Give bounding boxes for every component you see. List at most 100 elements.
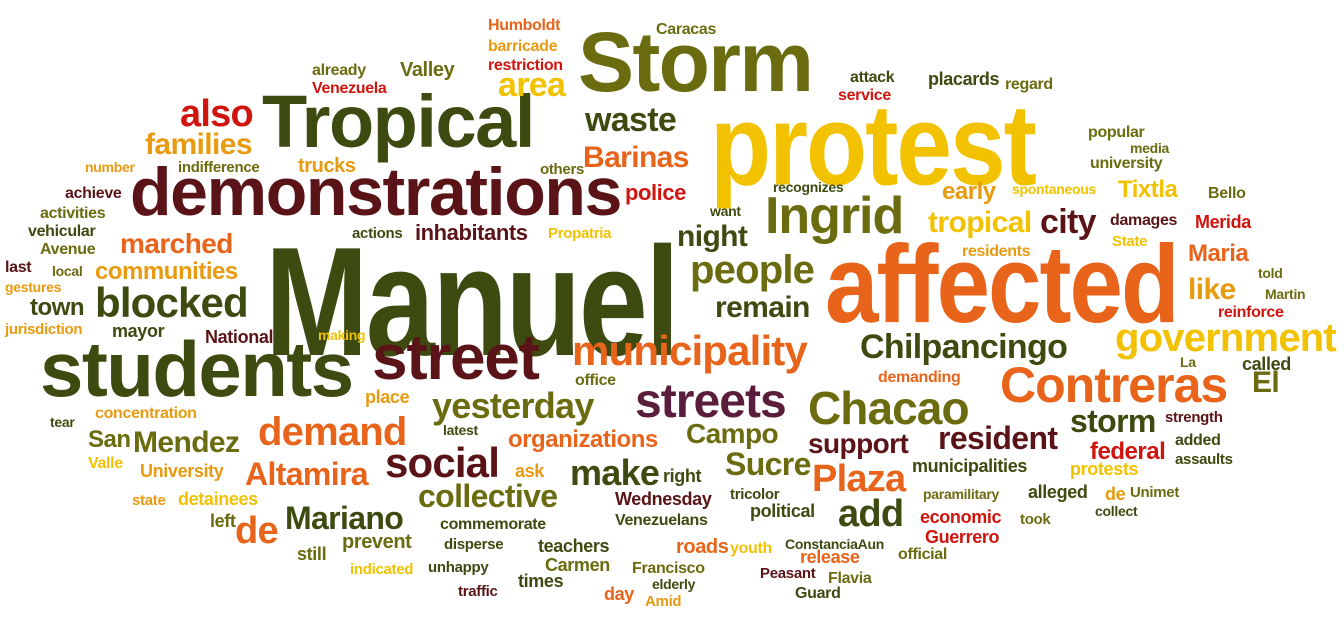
word-prevent: prevent: [342, 531, 412, 553]
word-state: State: [1112, 233, 1148, 250]
word-demanding: demanding: [878, 369, 961, 386]
word-area: area: [498, 66, 566, 104]
word-barricade: barricade: [488, 38, 558, 55]
word-manuel: Manuel: [265, 216, 680, 389]
word-also: also: [180, 93, 254, 135]
word-spontaneous: spontaneous: [1012, 181, 1097, 197]
word-san: San: [88, 426, 131, 453]
word-national: National: [205, 327, 274, 347]
word-economic: economic: [920, 507, 1002, 527]
word-support: support: [808, 428, 909, 459]
word-streets: streets: [635, 375, 787, 428]
word-storm-lower: storm: [1070, 403, 1156, 439]
word-others: others: [540, 161, 585, 178]
word-maria: Maria: [1188, 240, 1249, 267]
word-avenue: Avenue: [40, 241, 96, 258]
word-residents: residents: [962, 243, 1031, 260]
word-communities: communities: [95, 258, 238, 285]
word-office: office: [575, 372, 616, 389]
word-peasant: Peasant: [760, 565, 816, 582]
word-commemorate: commemorate: [440, 516, 546, 533]
word-regard: regard: [1005, 76, 1053, 93]
word-told: told: [1258, 265, 1283, 281]
word-amid: Amid: [645, 593, 682, 610]
word-storm: Storm: [578, 15, 814, 109]
word-students: students: [40, 325, 354, 413]
word-chilpancingo: Chilpancingo: [860, 328, 1068, 366]
word-reinforce: reinforce: [1218, 304, 1284, 321]
word-de-small: de: [1105, 484, 1126, 504]
word-municipality: municipality: [572, 327, 808, 374]
word-venezuela: Venezuela: [312, 80, 387, 97]
word-affected: affected: [825, 223, 1180, 347]
word-remain: remain: [715, 291, 810, 324]
word-want: want: [710, 203, 741, 219]
word-indifference: indifference: [178, 159, 260, 176]
word-disperse: disperse: [444, 536, 504, 553]
word-contreras: Contreras: [1000, 357, 1228, 413]
word-ingrid: Ingrid: [765, 187, 904, 245]
word-town: town: [30, 294, 85, 321]
word-elderly: elderly: [652, 576, 696, 592]
word-attack: attack: [850, 69, 895, 86]
word-indicated: indicated: [350, 561, 414, 578]
word-university-lower: university: [1090, 155, 1163, 172]
word-youth: youth: [730, 540, 772, 557]
word-restriction: restriction: [488, 57, 563, 74]
word-local: local: [52, 263, 83, 279]
word-waste: waste: [585, 101, 677, 139]
word-roads: roads: [676, 536, 729, 558]
word-people: people: [690, 248, 815, 292]
word-paramilitary: paramilitary: [923, 486, 1000, 502]
word-recognizes: recognizes: [773, 179, 844, 195]
word-teachers: teachers: [538, 536, 610, 556]
word-called: called: [1242, 354, 1291, 374]
word-altamira: Altamira: [245, 456, 369, 492]
word-social: social: [385, 439, 500, 486]
word-official: official: [898, 546, 948, 563]
word-added: added: [1175, 432, 1221, 449]
word-de: de: [235, 510, 279, 552]
word-protest: protest: [710, 81, 1037, 210]
word-make: make: [570, 452, 660, 493]
word-collect: collect: [1095, 503, 1138, 519]
word-popular: popular: [1088, 124, 1145, 141]
word-blocked: blocked: [95, 279, 249, 326]
word-alleged: alleged: [1028, 482, 1088, 502]
word-vehicular: vehicular: [28, 223, 96, 240]
word-merida: Merida: [1195, 212, 1251, 232]
word-already: already: [312, 62, 366, 79]
word-tear: tear: [50, 414, 75, 430]
word-still: still: [297, 544, 327, 564]
word-tropical-lower: tropical: [928, 206, 1032, 239]
word-francisco: Francisco: [632, 560, 705, 577]
word-media: media: [1130, 140, 1170, 156]
word-police: police: [625, 180, 686, 205]
word-gestures: gestures: [5, 279, 62, 295]
word-service: service: [838, 87, 891, 104]
word-actions: actions: [352, 225, 403, 242]
word-night: night: [677, 220, 748, 253]
word-unhappy: unhappy: [428, 559, 489, 576]
word-government: government: [1115, 316, 1337, 360]
word-bello: Bello: [1208, 185, 1246, 202]
word-traffic: traffic: [458, 583, 498, 600]
word-wednesday: Wednesday: [615, 489, 712, 509]
word-sucre: Sucre: [725, 446, 811, 482]
word-latest: latest: [443, 422, 478, 438]
word-chacao: Chacao: [808, 382, 970, 434]
word-early: early: [942, 178, 996, 205]
word-constancia-aun: ConstanciaAun: [785, 536, 885, 552]
word-strength: strength: [1165, 409, 1223, 426]
word-el: El: [1252, 366, 1280, 399]
word-last: last: [5, 259, 32, 276]
word-martin: Martin: [1265, 286, 1306, 302]
word-ask: ask: [515, 461, 544, 481]
word-tixtla: Tixtla: [1118, 176, 1178, 203]
word-times: times: [518, 571, 564, 591]
word-guerrero: Guerrero: [925, 527, 1000, 547]
word-collective: collective: [418, 478, 558, 514]
word-mayor: mayor: [112, 321, 165, 341]
word-state-lower: state: [132, 492, 166, 509]
